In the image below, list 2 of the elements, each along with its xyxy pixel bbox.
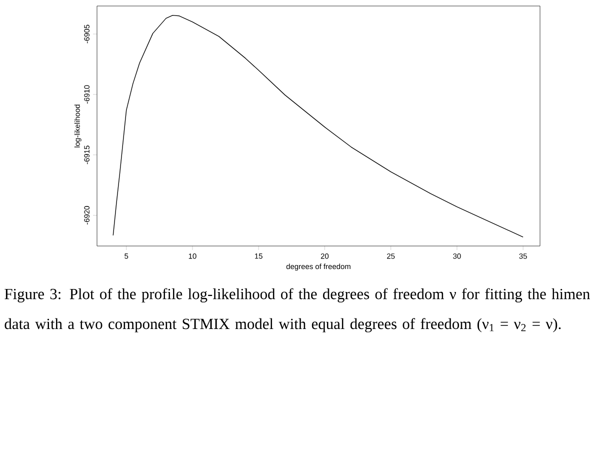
line-series xyxy=(112,14,524,238)
caption: Figure 3: Plot of the profile log-likelihood of the degrees of freedom ν for fitting the himen data with a two component STMIX model with equal degrees of freedom (ν$_{1}$ = ν$_{2}$ = ν). xyxy=(4,288,590,332)
